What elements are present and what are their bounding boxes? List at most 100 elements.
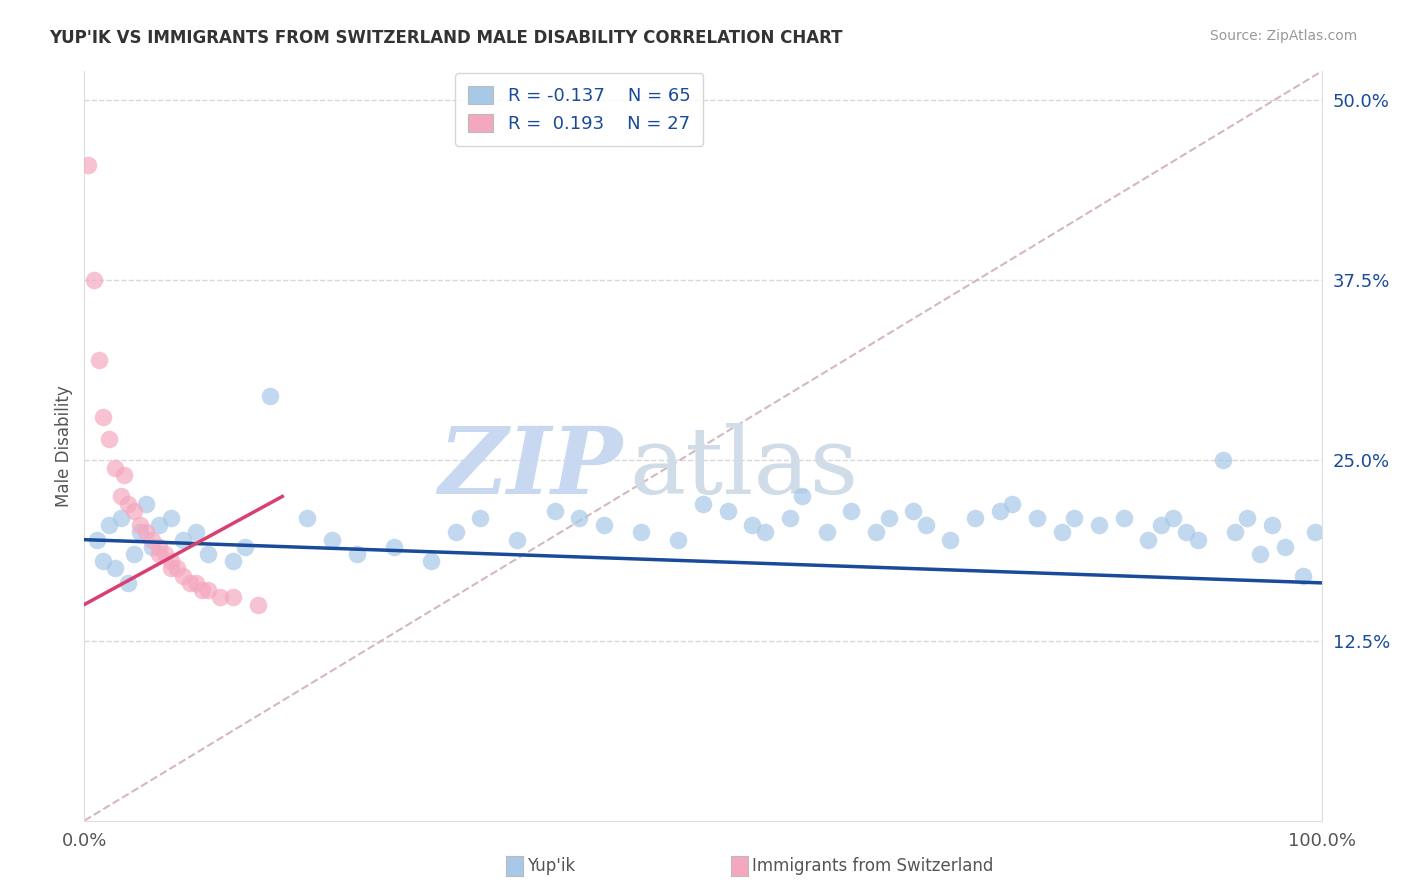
Point xyxy=(246,598,269,612)
Point xyxy=(1261,518,1284,533)
Point xyxy=(184,575,207,590)
Point xyxy=(98,432,121,446)
Point xyxy=(1063,511,1085,525)
Point xyxy=(1001,497,1024,511)
Point xyxy=(741,518,763,533)
Point xyxy=(1187,533,1209,547)
Point xyxy=(965,511,987,525)
Point xyxy=(141,533,163,547)
Point xyxy=(419,554,441,568)
Point xyxy=(914,518,936,533)
Point xyxy=(630,525,652,540)
Point xyxy=(790,490,813,504)
Point xyxy=(104,561,127,575)
Point xyxy=(1305,525,1327,540)
Point xyxy=(779,511,801,525)
Point xyxy=(506,533,529,547)
Point xyxy=(543,504,565,518)
Point xyxy=(172,533,194,547)
Point xyxy=(197,547,219,561)
Point xyxy=(593,518,616,533)
Point xyxy=(865,525,887,540)
Point xyxy=(160,554,183,568)
Point xyxy=(86,533,108,547)
Point xyxy=(1150,518,1173,533)
Point xyxy=(1212,453,1234,467)
Text: Source: ZipAtlas.com: Source: ZipAtlas.com xyxy=(1209,29,1357,43)
Point xyxy=(903,504,925,518)
Point xyxy=(877,511,900,525)
Point xyxy=(148,540,170,554)
Point xyxy=(191,583,214,598)
Point xyxy=(692,497,714,511)
Point xyxy=(166,561,188,575)
Point xyxy=(222,554,245,568)
Text: Immigrants from Switzerland: Immigrants from Switzerland xyxy=(752,857,994,875)
Point xyxy=(91,410,114,425)
Point xyxy=(470,511,492,525)
Point xyxy=(754,525,776,540)
Text: atlas: atlas xyxy=(628,424,858,514)
Point xyxy=(117,575,139,590)
Point xyxy=(815,525,838,540)
Point xyxy=(1112,511,1135,525)
Point xyxy=(209,591,232,605)
Point xyxy=(568,511,591,525)
Point xyxy=(153,547,176,561)
Point xyxy=(160,511,183,525)
Point xyxy=(1161,511,1184,525)
Point xyxy=(444,525,467,540)
Point xyxy=(122,504,145,518)
Point xyxy=(1026,511,1049,525)
Point xyxy=(89,352,111,367)
Text: YUP'IK VS IMMIGRANTS FROM SWITZERLAND MALE DISABILITY CORRELATION CHART: YUP'IK VS IMMIGRANTS FROM SWITZERLAND MA… xyxy=(49,29,842,46)
Point xyxy=(197,583,219,598)
Point xyxy=(346,547,368,561)
Point xyxy=(1249,547,1271,561)
Point xyxy=(117,497,139,511)
Point xyxy=(179,575,201,590)
Point xyxy=(141,540,163,554)
Point xyxy=(295,511,318,525)
Point xyxy=(110,511,132,525)
Point xyxy=(77,158,100,172)
Point xyxy=(1050,525,1073,540)
Point xyxy=(129,518,152,533)
Point xyxy=(841,504,863,518)
Point xyxy=(1236,511,1258,525)
Point xyxy=(135,525,157,540)
Point xyxy=(135,497,157,511)
Point xyxy=(1274,540,1296,554)
Y-axis label: Male Disability: Male Disability xyxy=(55,385,73,507)
Point xyxy=(666,533,689,547)
Point xyxy=(1174,525,1197,540)
Point xyxy=(112,467,135,482)
Point xyxy=(222,591,245,605)
Point xyxy=(233,540,256,554)
Text: ZIP: ZIP xyxy=(439,424,623,514)
Point xyxy=(148,518,170,533)
Text: Yup'ik: Yup'ik xyxy=(527,857,575,875)
Point xyxy=(98,518,121,533)
Point xyxy=(1223,525,1246,540)
Point xyxy=(160,561,183,575)
Point xyxy=(1088,518,1111,533)
Point xyxy=(148,547,170,561)
Point xyxy=(988,504,1011,518)
Point xyxy=(382,540,405,554)
Point xyxy=(172,568,194,582)
Point xyxy=(129,525,152,540)
Point xyxy=(321,533,343,547)
Point xyxy=(939,533,962,547)
Point xyxy=(122,547,145,561)
Point xyxy=(717,504,740,518)
Point xyxy=(104,460,127,475)
Point xyxy=(110,490,132,504)
Point xyxy=(259,388,281,402)
Point xyxy=(1292,568,1315,582)
Point xyxy=(1137,533,1160,547)
Point xyxy=(184,525,207,540)
Point xyxy=(83,273,105,287)
Legend: R = -0.137    N = 65, R =  0.193    N = 27: R = -0.137 N = 65, R = 0.193 N = 27 xyxy=(456,73,703,146)
Point xyxy=(91,554,114,568)
